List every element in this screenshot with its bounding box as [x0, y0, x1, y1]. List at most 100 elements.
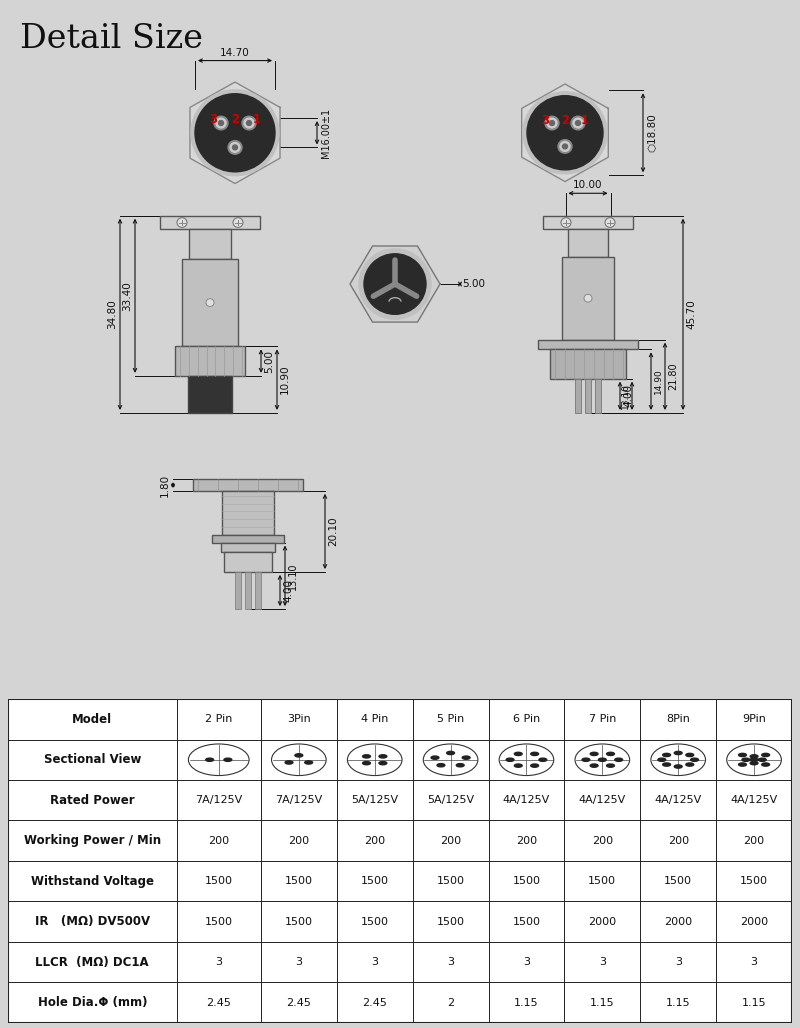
Text: 3: 3 — [674, 957, 682, 967]
Text: 1500: 1500 — [205, 917, 233, 926]
Bar — [182, 259, 238, 346]
Circle shape — [662, 754, 670, 757]
Circle shape — [177, 218, 187, 227]
Text: 3: 3 — [371, 957, 378, 967]
Bar — [562, 257, 614, 339]
Circle shape — [230, 143, 240, 152]
Text: 5.00: 5.00 — [264, 350, 274, 372]
Circle shape — [244, 118, 254, 127]
Circle shape — [228, 141, 242, 154]
Text: 1.15: 1.15 — [514, 997, 538, 1007]
Text: 2000: 2000 — [740, 917, 768, 926]
Circle shape — [750, 762, 758, 765]
Text: 7A/125V: 7A/125V — [275, 796, 322, 805]
Text: 200: 200 — [592, 836, 613, 846]
Bar — [595, 378, 601, 413]
Text: 4A/125V: 4A/125V — [654, 796, 702, 805]
Text: IR   (MΩ) DV500V: IR (MΩ) DV500V — [34, 915, 150, 928]
Circle shape — [742, 758, 750, 762]
Circle shape — [218, 120, 223, 125]
Bar — [585, 378, 591, 413]
Ellipse shape — [651, 744, 706, 775]
Bar — [188, 376, 232, 413]
Circle shape — [305, 761, 313, 764]
Circle shape — [233, 145, 238, 150]
Text: 1500: 1500 — [361, 876, 389, 886]
Text: 1500: 1500 — [664, 876, 692, 886]
Circle shape — [560, 142, 570, 151]
Circle shape — [362, 762, 370, 765]
Circle shape — [606, 764, 614, 767]
Text: 2000: 2000 — [588, 917, 616, 926]
Text: 3: 3 — [447, 957, 454, 967]
Circle shape — [437, 764, 445, 767]
Circle shape — [206, 299, 214, 306]
Text: 200: 200 — [668, 836, 689, 846]
Circle shape — [738, 754, 746, 757]
Text: 2000: 2000 — [664, 917, 692, 926]
Text: 1: 1 — [253, 113, 261, 125]
Circle shape — [658, 758, 666, 762]
Text: M16.00±1: M16.00±1 — [321, 108, 331, 158]
Text: 200: 200 — [440, 836, 461, 846]
Circle shape — [662, 763, 670, 766]
Circle shape — [562, 144, 567, 149]
Text: 3: 3 — [750, 957, 758, 967]
Circle shape — [598, 758, 606, 762]
Ellipse shape — [191, 89, 279, 176]
Ellipse shape — [423, 744, 478, 775]
Circle shape — [590, 764, 598, 767]
Text: 2.45: 2.45 — [362, 997, 387, 1007]
Bar — [538, 339, 638, 350]
Text: LLCR  (MΩ) DC1A: LLCR (MΩ) DC1A — [35, 956, 149, 968]
Circle shape — [686, 754, 694, 757]
Bar — [235, 572, 241, 609]
Circle shape — [606, 752, 614, 756]
Text: 200: 200 — [288, 836, 310, 846]
Circle shape — [246, 120, 251, 125]
Circle shape — [446, 751, 454, 755]
Text: 2 Pin: 2 Pin — [205, 714, 233, 725]
Text: 9Pin: 9Pin — [742, 714, 766, 725]
Text: 10.00: 10.00 — [574, 180, 602, 190]
Circle shape — [362, 755, 370, 758]
Text: 3: 3 — [209, 113, 217, 125]
Circle shape — [295, 754, 302, 757]
Text: 2: 2 — [447, 997, 454, 1007]
Text: 4A/125V: 4A/125V — [503, 796, 550, 805]
Text: 1500: 1500 — [205, 876, 233, 886]
Circle shape — [571, 116, 585, 130]
Text: 1500: 1500 — [740, 876, 768, 886]
Polygon shape — [350, 246, 440, 322]
Ellipse shape — [189, 744, 249, 775]
Text: 7A/125V: 7A/125V — [195, 796, 242, 805]
Circle shape — [539, 758, 546, 762]
Text: 5A/125V: 5A/125V — [351, 796, 398, 805]
Circle shape — [558, 140, 572, 153]
Text: 1500: 1500 — [285, 876, 313, 886]
Text: 1.80: 1.80 — [160, 474, 170, 497]
Circle shape — [514, 764, 522, 767]
Text: 200: 200 — [516, 836, 537, 846]
Ellipse shape — [271, 744, 326, 775]
Circle shape — [762, 754, 770, 757]
Text: Working Power / Min: Working Power / Min — [24, 834, 161, 847]
Text: 34.80: 34.80 — [107, 299, 117, 329]
Text: Model: Model — [72, 712, 112, 726]
Ellipse shape — [523, 91, 607, 174]
Text: 3: 3 — [599, 957, 606, 967]
Ellipse shape — [347, 744, 402, 775]
Text: 3: 3 — [295, 957, 302, 967]
Text: 200: 200 — [743, 836, 765, 846]
Circle shape — [582, 758, 590, 762]
Text: 4.00: 4.00 — [623, 384, 633, 407]
Text: 3: 3 — [215, 957, 222, 967]
Circle shape — [750, 755, 758, 758]
Circle shape — [285, 761, 293, 764]
Bar — [543, 216, 633, 229]
Circle shape — [750, 758, 758, 762]
Circle shape — [530, 764, 538, 767]
Bar — [255, 572, 261, 609]
Text: 1500: 1500 — [588, 876, 616, 886]
Text: Withstand Voltage: Withstand Voltage — [31, 875, 154, 888]
